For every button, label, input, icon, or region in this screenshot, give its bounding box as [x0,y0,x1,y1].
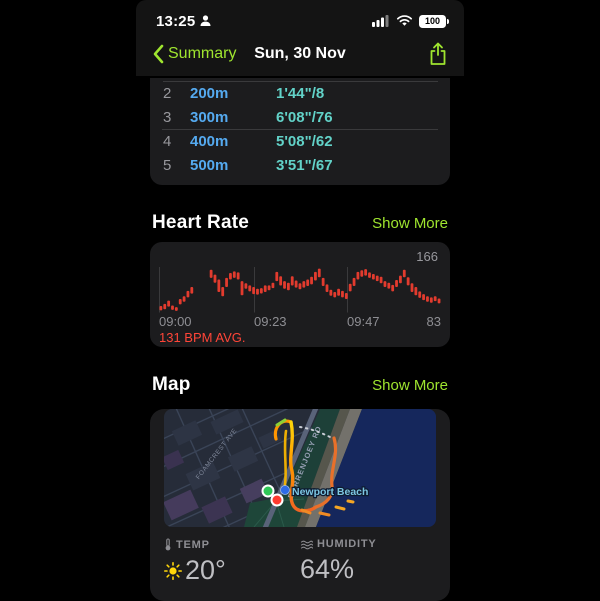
poi-icon [280,485,290,495]
split-row-5: 5 500m 3'51"/67 [150,154,450,178]
heart-rate-show-more[interactable]: Show More [372,215,448,232]
route-dotted-segment [299,426,333,439]
battery-percent: 100 [424,16,441,26]
status-bar: 13:25 100 [136,0,464,33]
map-image: BARRENJOEY RD FOAMCREST AVE [164,409,436,527]
temp-stat: TEMP 20° [164,538,300,586]
back-label[interactable]: Summary [168,45,237,62]
humidity-value: 64% [300,554,355,584]
split-distance: 300m [190,108,229,126]
split-distance: 200m [190,85,229,103]
row-separator [163,81,438,82]
axis-tick: 09:47 [347,314,380,329]
heart-rate-bars [159,268,441,311]
beach-inner [297,409,350,527]
city-blocks [164,409,282,524]
chevron-left-icon [153,44,164,64]
weather-stats: TEMP 20° [150,527,450,586]
axis-tick: 09:23 [254,314,287,329]
ocean [316,409,436,527]
person-icon [200,15,211,26]
top-bar: 13:25 100 [136,0,464,76]
map-card[interactable]: BARRENJOEY RD FOAMCREST AVE [150,409,450,601]
heart-rate-average: 131 BPM AVG. [159,330,246,345]
humidity-icon [300,540,313,550]
heart-rate-chart [159,267,441,313]
place-label: Newport Beach [292,486,368,498]
split-pace: 1'44"/8 [276,85,325,103]
split-row-4: 4 400m 5'08"/62 [150,130,450,154]
back-button[interactable]: Summary [152,44,236,64]
heart-rate-min: 83 [426,314,441,329]
map-show-more[interactable]: Show More [372,377,448,394]
thermometer-icon [165,538,171,551]
split-pace: 6'08"/76 [276,108,333,126]
map-heading: Map [152,374,191,395]
heart-rate-card[interactable]: 166 09:00 09:23 09:47 83 131 BPM AVG. [150,242,450,347]
split-pace: 5'08"/62 [276,133,333,151]
park-area [244,493,316,527]
cellular-icon [372,15,389,27]
temp-value: 20° [185,555,226,585]
phone-screen: 13:25 100 [136,0,464,601]
split-distance: 400m [190,133,229,151]
route-start-marker [261,484,275,498]
split-index: 2 [163,85,172,103]
split-index: 4 [163,133,172,151]
route-end-marker [270,493,284,507]
split-row-3: 3 300m 6'08"/76 [150,106,450,130]
humidity-label: HUMIDITY [317,538,377,550]
heart-rate-max: 166 [416,249,438,264]
route-map[interactable]: BARRENJOEY RD FOAMCREST AVE [164,409,436,527]
battery-icon: 100 [419,14,449,28]
axis-tick: 09:00 [159,314,192,329]
sun-icon [164,561,182,580]
share-button[interactable] [428,42,448,66]
share-icon [430,42,446,65]
split-distance: 500m [190,156,229,174]
heart-rate-axis: 09:00 09:23 09:47 83 [159,314,441,329]
split-pace: 3'51"/67 [276,156,333,174]
wifi-icon [396,15,413,26]
splits-card[interactable]: 2 200m 1'44"/8 3 300m 6'08"/76 4 400m 5'… [150,78,450,185]
humidity-stat: HUMIDITY 64% [300,538,436,586]
heart-rate-heading: Heart Rate [152,212,250,233]
clock-text: 13:25 [156,12,196,30]
row-separator [162,129,438,130]
nav-bar: Summary Sun, 30 Nov [136,33,464,75]
temp-label: TEMP [176,538,210,551]
split-index: 3 [163,108,172,126]
split-index: 5 [163,156,172,174]
split-row-2: 2 200m 1'44"/8 [150,82,450,106]
status-time: 13:25 [156,13,211,30]
nav-title: Sun, 30 Nov [254,45,346,62]
